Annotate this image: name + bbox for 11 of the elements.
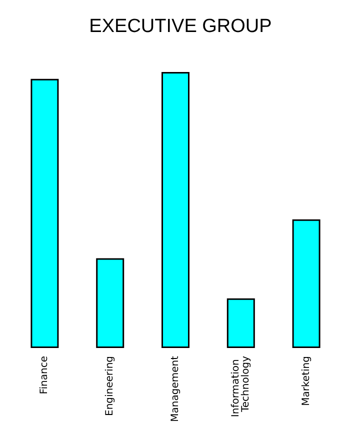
x-tick-label: Marketing: [300, 356, 312, 406]
x-tick-label: Information Technology: [230, 356, 252, 418]
x-tick-label: Engineering: [104, 356, 116, 416]
bar: [226, 298, 255, 348]
bar: [162, 72, 190, 348]
x-tick-label: Finance: [39, 356, 50, 394]
bar: [96, 258, 124, 348]
bar: [30, 78, 59, 348]
chart-title: EXECUTIVE GROUP: [89, 16, 272, 37]
x-tick-label: Management: [170, 356, 181, 422]
bar: [292, 219, 320, 348]
